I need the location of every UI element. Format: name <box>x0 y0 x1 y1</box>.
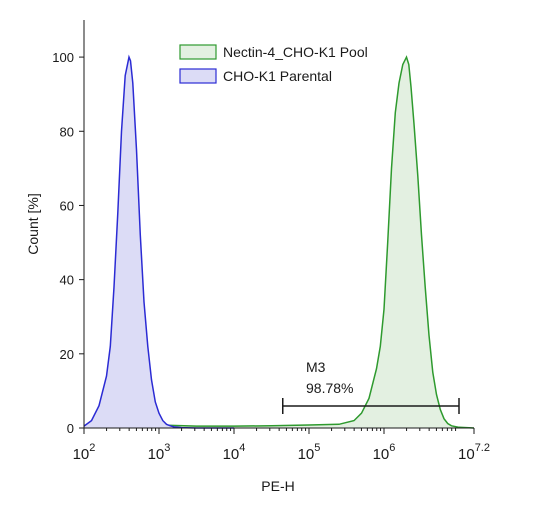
series-line-0 <box>83 55 475 429</box>
y-axis-label: Count [%] <box>25 193 41 254</box>
marker-m3: M3 98.78% <box>282 359 460 414</box>
legend-label-parental: CHO-K1 Parental <box>223 68 332 84</box>
x-tick-label: 107.2 <box>458 442 490 463</box>
axes: 0 20 40 60 80 100 102 103 104 105 106 107.2 <box>52 20 490 463</box>
y-tick-label: 80 <box>60 124 74 139</box>
legend-swatch-nectin <box>179 44 217 60</box>
marker-name: M3 <box>306 359 326 375</box>
legend-label-nectin: Nectin-4_CHO-K1 Pool <box>223 44 368 60</box>
series-area-0 <box>84 57 474 428</box>
x-tick-label: 106 <box>373 442 396 463</box>
legend: Nectin-4_CHO-K1 Pool CHO-K1 Parental <box>179 44 368 84</box>
y-tick-label: 0 <box>67 421 74 436</box>
y-tick-label: 40 <box>60 273 74 288</box>
plot-area <box>83 54 475 429</box>
x-axis-label: PE-H <box>261 478 294 494</box>
series-line-1 <box>83 54 234 429</box>
series-area-1 <box>84 57 234 428</box>
x-tick-label: 103 <box>148 442 171 463</box>
x-tick-label: 104 <box>223 442 246 463</box>
x-tick-label: 102 <box>73 442 96 463</box>
marker-percent: 98.78% <box>306 380 353 396</box>
y-tick-label: 20 <box>60 347 74 362</box>
x-tick-label: 105 <box>298 442 321 463</box>
y-tick-label: 100 <box>52 50 74 65</box>
legend-swatch-parental <box>179 68 217 84</box>
y-tick-label: 60 <box>60 198 74 213</box>
